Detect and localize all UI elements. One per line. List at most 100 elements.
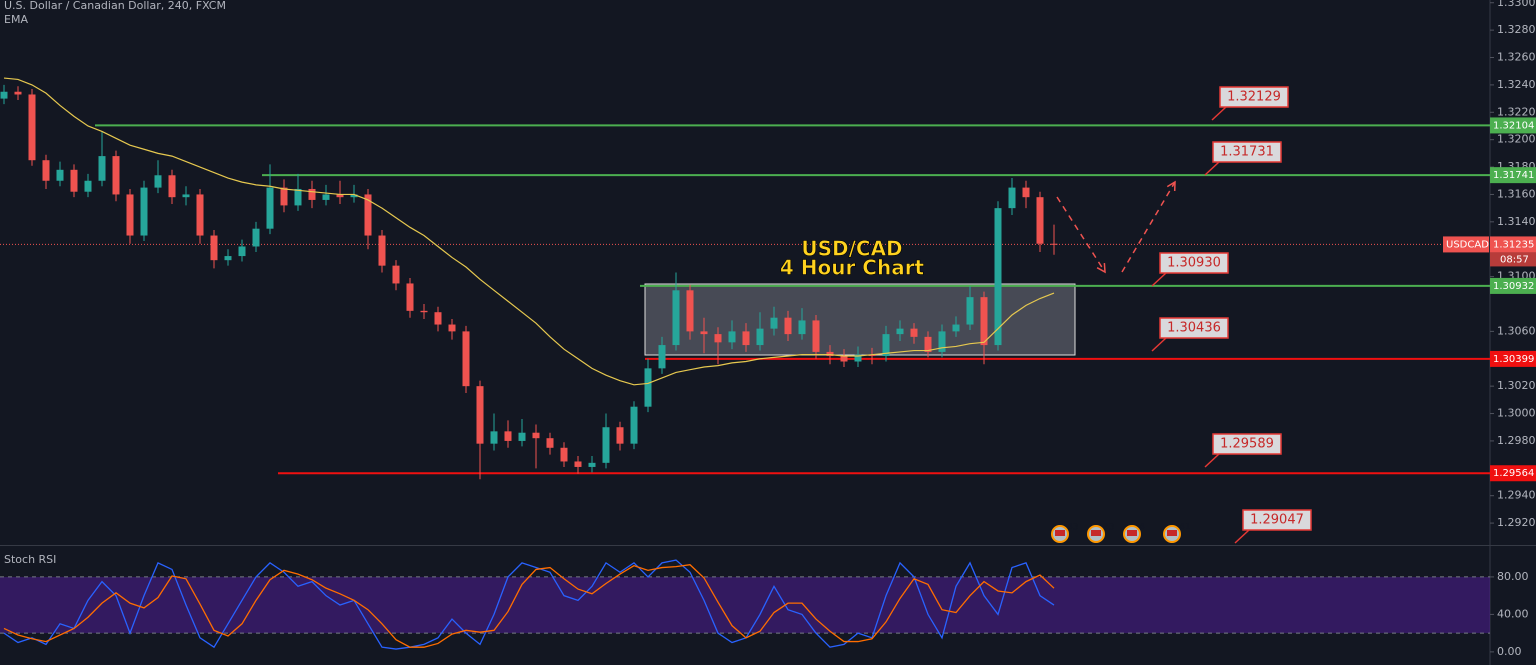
candle-body xyxy=(392,265,400,284)
candle-body xyxy=(126,194,134,236)
candle-body xyxy=(1036,197,1044,244)
level-label: 1.29564 xyxy=(1493,468,1534,479)
candle-body xyxy=(1008,187,1016,209)
candle-body xyxy=(448,324,456,332)
candle-body xyxy=(630,406,638,444)
countdown-label: 08:57 xyxy=(1500,254,1529,265)
candle-body xyxy=(588,462,596,467)
level-label: 1.30932 xyxy=(1493,281,1534,292)
candle-body xyxy=(406,283,414,311)
candle-body xyxy=(714,334,722,343)
y-tick-label: 1.29800 xyxy=(1497,434,1536,447)
callout-box xyxy=(1212,141,1282,163)
callout-label: 1.30930 xyxy=(1167,256,1221,271)
callout-leader xyxy=(1204,161,1220,176)
candle-body xyxy=(672,290,680,346)
candle-body xyxy=(308,188,316,200)
y-tick-label: 1.30600 xyxy=(1497,324,1536,337)
candle-body xyxy=(224,256,232,261)
candle-body xyxy=(686,290,694,332)
candle-body xyxy=(616,427,624,444)
callout-label: 1.32129 xyxy=(1227,90,1281,105)
candle-body xyxy=(658,345,666,369)
candle-body xyxy=(238,246,246,257)
candle-body xyxy=(196,194,204,236)
y-tick-label: 1.32000 xyxy=(1497,133,1536,146)
callout-label: 1.30436 xyxy=(1167,321,1221,336)
ema-line xyxy=(3,77,1055,386)
candle-body xyxy=(42,160,50,181)
candle-body xyxy=(770,317,778,329)
headline: 4 Hour Chart xyxy=(780,256,925,280)
range-box xyxy=(644,283,1076,356)
candle-body xyxy=(812,320,820,352)
headline: USD/CAD xyxy=(801,237,902,261)
y-tick-label: 1.29200 xyxy=(1497,516,1536,529)
candle-body xyxy=(154,175,162,188)
callout-label: 1.29589 xyxy=(1220,437,1274,452)
symbol-label: USDCAD xyxy=(1446,239,1489,250)
candle-body xyxy=(882,334,890,357)
event-flag xyxy=(1127,530,1137,536)
candle-body xyxy=(364,194,372,236)
callout-box xyxy=(1212,433,1282,455)
candle-body xyxy=(574,461,582,467)
candle-body xyxy=(28,94,36,161)
level-label: 1.31741 xyxy=(1493,170,1534,181)
y-tick-label: 1.31600 xyxy=(1497,187,1536,200)
candle-body xyxy=(98,156,106,181)
candle-body xyxy=(140,187,148,236)
stoch-line xyxy=(3,559,1055,650)
candle-body xyxy=(952,324,960,332)
candle-body xyxy=(532,432,540,439)
countdown-badge xyxy=(1490,252,1536,267)
candle-body xyxy=(560,447,568,462)
callout-label: 1.31731 xyxy=(1220,145,1274,160)
arrow-head xyxy=(1096,262,1106,274)
candle-body xyxy=(700,331,708,335)
candle-body xyxy=(924,336,932,352)
callout-box xyxy=(1159,317,1229,339)
y-tick-label: 1.32200 xyxy=(1497,105,1536,118)
price-badge xyxy=(1490,236,1536,253)
event-flag xyxy=(1167,530,1177,536)
candle-body xyxy=(1022,187,1030,198)
candle-body xyxy=(546,438,554,448)
candle-body xyxy=(252,228,260,247)
candle-body xyxy=(476,386,484,444)
candle-body xyxy=(966,297,974,325)
candle-body xyxy=(910,328,918,337)
price-label: 1.31235 xyxy=(1493,239,1534,250)
candle-body xyxy=(434,312,442,325)
level-badge xyxy=(1490,117,1536,134)
candle-body xyxy=(868,354,876,357)
candle-body xyxy=(294,188,302,206)
y-tick-label: 0.00 xyxy=(1497,645,1522,658)
y-tick-label: 1.32600 xyxy=(1497,51,1536,64)
level-label: 1.32104 xyxy=(1493,120,1534,131)
candle-body xyxy=(84,180,92,192)
candle-body xyxy=(168,175,176,198)
candle-body xyxy=(518,432,526,441)
candle-body xyxy=(378,235,386,266)
symbol-badge xyxy=(1443,236,1489,253)
candle-body xyxy=(784,317,792,335)
candle-body xyxy=(504,431,512,441)
event-count: 41 xyxy=(1179,523,1190,533)
candle-body xyxy=(462,331,470,387)
candle-body xyxy=(14,91,22,95)
arrow-head xyxy=(1166,180,1176,192)
pane-title: Stoch RSI xyxy=(4,553,56,566)
callout-box xyxy=(1159,252,1229,274)
indicator-label: EMA xyxy=(4,13,28,26)
candle-body xyxy=(980,297,988,346)
event-flag xyxy=(1091,530,1101,536)
chart-title: U.S. Dollar / Canadian Dollar, 240, FXCM xyxy=(4,0,226,12)
y-tick-label: 1.33000 xyxy=(1497,0,1536,9)
candle-body xyxy=(742,331,750,346)
level-badge xyxy=(1490,465,1536,482)
candle-body xyxy=(938,331,946,352)
candle-body xyxy=(854,354,862,362)
event-count: 43 xyxy=(1067,523,1078,533)
